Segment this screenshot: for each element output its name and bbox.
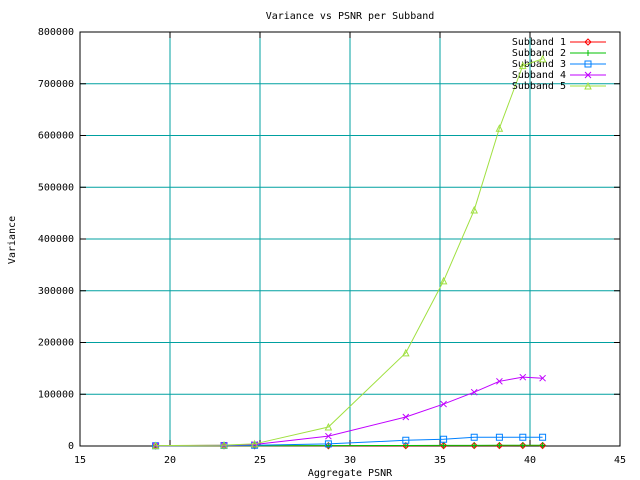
data-point [519, 441, 527, 450]
data-point [519, 442, 526, 449]
data-point [471, 442, 478, 449]
y-tick-label: 100000 [38, 389, 74, 400]
legend-marker [584, 71, 592, 79]
series-line [155, 436, 543, 447]
y-tick-label: 0 [68, 441, 74, 452]
x-tick-label: 35 [434, 455, 446, 466]
legend-marker [585, 50, 591, 56]
data-point [220, 440, 228, 449]
data-point [538, 441, 547, 450]
data-point [519, 373, 527, 381]
chart-title: Variance vs PSNR per Subband [266, 11, 435, 22]
data-point [402, 441, 410, 450]
y-tick-label: 600000 [38, 131, 74, 142]
data-point [538, 54, 547, 63]
data-point [324, 440, 332, 448]
x-tick-label: 45 [614, 455, 626, 466]
legend-label: Subband 3 [512, 59, 566, 70]
data-point [539, 374, 546, 382]
x-tick-label: 40 [524, 455, 536, 466]
data-point [250, 439, 259, 448]
data-point [470, 441, 478, 450]
x-axis-label: Aggregate PSNR [308, 468, 393, 479]
data-point [151, 441, 160, 450]
data-point [439, 276, 448, 285]
data-point [539, 433, 547, 441]
data-point [495, 124, 504, 132]
data-point [496, 377, 503, 385]
x-tick-label: 15 [74, 455, 86, 466]
y-tick-label: 400000 [38, 234, 74, 245]
x-tick-label: 30 [344, 455, 356, 466]
data-point [439, 441, 448, 450]
data-point [401, 348, 410, 357]
legend-label: Subband 5 [512, 81, 566, 92]
y-tick-label: 500000 [38, 182, 74, 193]
y-axis-label: Variance [7, 216, 18, 264]
x-tick-label: 20 [164, 455, 176, 466]
data-point [324, 422, 333, 431]
data-point [402, 436, 410, 444]
data-point [402, 413, 410, 421]
data-point [440, 442, 447, 449]
legend-label: Subband 4 [512, 70, 566, 81]
legend-label: Subband 2 [512, 48, 566, 59]
data-point [470, 205, 479, 214]
data-point [440, 435, 448, 443]
y-tick-label: 200000 [38, 338, 74, 349]
data-point [324, 442, 333, 450]
legend-marker [584, 60, 592, 68]
data-point [518, 61, 527, 70]
legend-marker [584, 81, 592, 90]
series-line [155, 58, 543, 447]
y-tick-label: 800000 [38, 27, 74, 38]
legend-marker [584, 38, 592, 46]
data-point [519, 433, 527, 441]
data-point [470, 388, 478, 396]
data-point [495, 441, 504, 450]
data-point [325, 432, 332, 440]
y-tick-label: 700000 [38, 79, 74, 90]
data-point [496, 442, 503, 449]
data-point [440, 400, 447, 408]
data-point [539, 442, 546, 449]
x-tick-label: 25 [254, 455, 266, 466]
legend-label: Subband 1 [512, 37, 566, 48]
series-line [155, 376, 543, 447]
data-point [495, 433, 503, 441]
y-tick-label: 300000 [38, 286, 74, 297]
data-point [470, 433, 478, 441]
